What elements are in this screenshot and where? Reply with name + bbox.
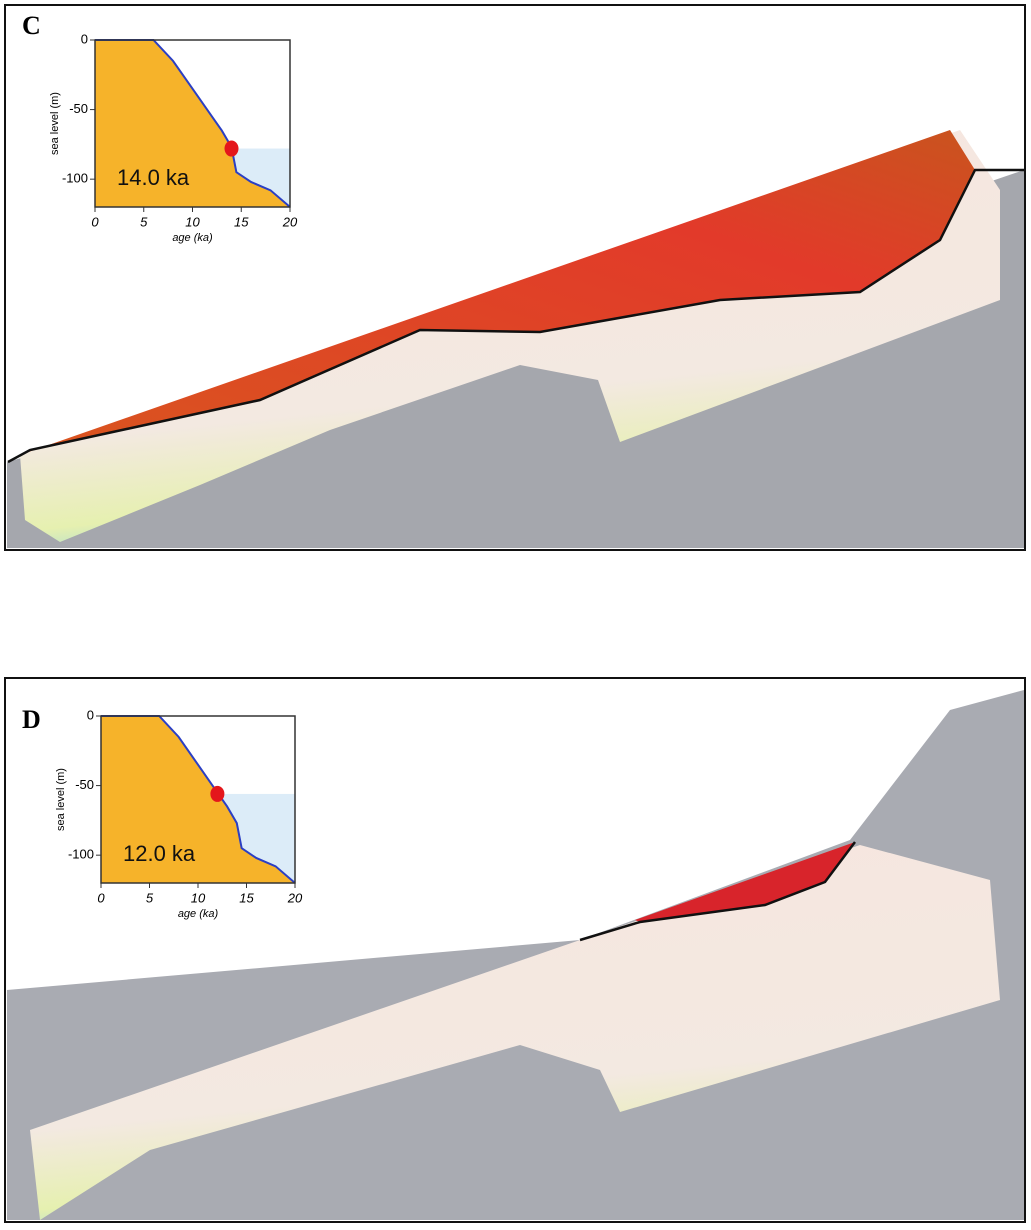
age-label: 14.0 ka — [117, 165, 190, 190]
y-tick-label: 0 — [81, 31, 88, 46]
exposed-shelf — [20, 130, 975, 455]
x-tick-label: 0 — [97, 890, 105, 905]
x-tick-label: 5 — [146, 890, 154, 905]
exposed-region — [95, 40, 290, 207]
y-tick-label: -50 — [75, 777, 94, 792]
y-tick-label: 0 — [87, 707, 94, 722]
shoreline — [7, 168, 1024, 464]
x-axis-label: age (ka) — [178, 908, 219, 920]
map-c — [4, 4, 1026, 551]
y-axis-label: sea level (m) — [55, 768, 67, 831]
sea-level-curve — [101, 715, 296, 884]
y-axis-label: sea level (m) — [49, 92, 61, 155]
x-tick-label: 10 — [191, 890, 206, 905]
y-tick-label: -50 — [69, 101, 88, 116]
shoreline — [579, 841, 856, 942]
y-tick-label: -100 — [68, 847, 94, 862]
exposed-shelf — [635, 842, 855, 922]
inset-chart: 14.0 ka 0 5 10 15 20 0 -50 -100 age (ka) sea level… — [22, 11, 298, 244]
shelf — [30, 845, 1000, 1220]
exposed-region — [101, 716, 295, 883]
x-tick-label: 20 — [287, 890, 303, 905]
age-label: 12.0 ka — [123, 841, 196, 866]
inset-chart: 12.0 ka 0 5 10 15 20 0 -50 -100 age (ka) sea level… — [22, 705, 303, 920]
current-age-marker — [224, 140, 239, 157]
x-tick-label: 5 — [140, 214, 148, 229]
x-tick-label: 15 — [239, 890, 254, 905]
panel-label: C — [22, 11, 41, 40]
current-age-marker — [210, 785, 225, 802]
x-tick-label: 20 — [282, 214, 298, 229]
x-axis-label: age (ka) — [172, 232, 213, 244]
x-tick-label: 0 — [91, 214, 99, 229]
y-tick-label: -100 — [62, 171, 88, 186]
sea-level-curve — [95, 39, 291, 208]
x-tick-label: 15 — [234, 214, 249, 229]
panel-label: D — [22, 705, 41, 734]
x-tick-label: 10 — [185, 214, 200, 229]
